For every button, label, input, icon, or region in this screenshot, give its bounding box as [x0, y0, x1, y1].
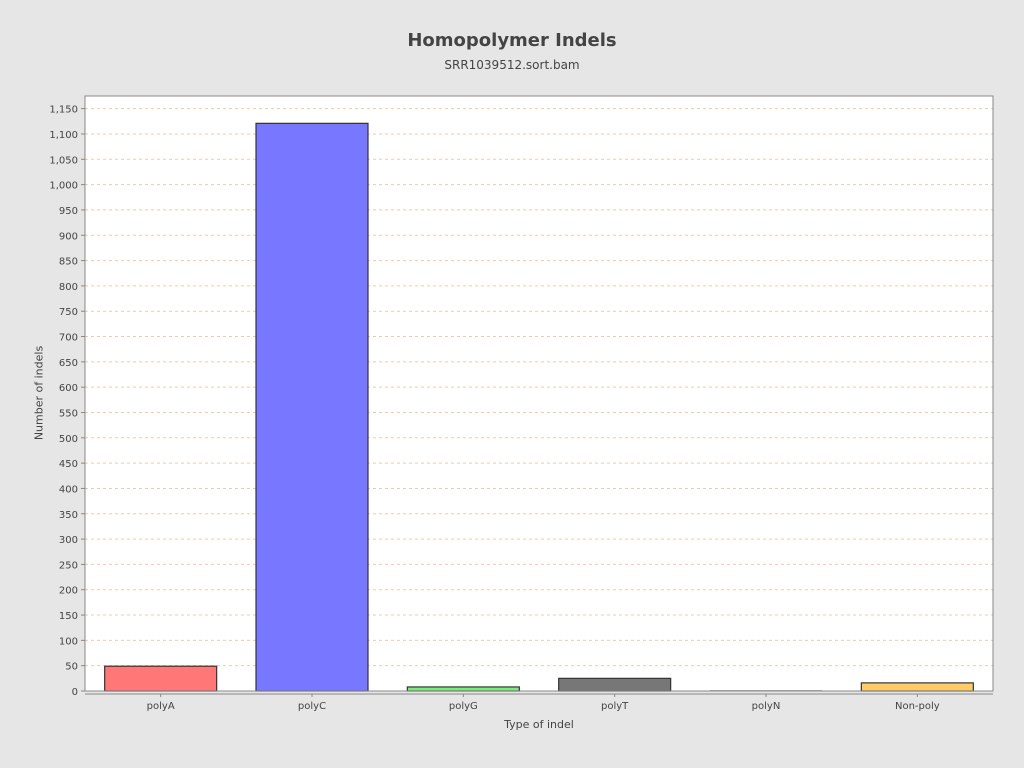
y-tick-label: 1,100	[49, 130, 78, 141]
y-tick-label: 800	[59, 282, 78, 293]
bar-non-poly	[860, 682, 974, 692]
y-tick-label: 500	[59, 434, 78, 445]
y-tick-label: 1,000	[49, 181, 78, 192]
y-tick-label: 950	[59, 206, 78, 217]
y-tick-label: 350	[59, 510, 78, 521]
y-tick-label: 550	[59, 408, 78, 419]
bar-polya	[104, 665, 218, 692]
x-tick-label: polyG	[449, 701, 478, 712]
y-tick-label: 600	[59, 383, 78, 394]
bar-polyt	[558, 677, 672, 692]
y-tick-label: 850	[59, 257, 78, 268]
x-tick-label: polyN	[752, 701, 781, 712]
y-tick-label: 0	[72, 687, 78, 698]
x-axis-label: Type of indel	[504, 718, 574, 731]
plot-border	[84, 95, 994, 692]
x-tick-label: Non-poly	[895, 701, 940, 712]
y-tick-label: 900	[59, 231, 78, 242]
bar-polyg	[406, 686, 520, 692]
x-tick-label: polyA	[147, 701, 175, 712]
y-tick-label: 700	[59, 333, 78, 344]
y-tick-label: 1,050	[49, 155, 78, 166]
y-tick-label: 150	[59, 611, 78, 622]
chart-title: Homopolymer Indels	[407, 30, 617, 51]
y-tick-label: 200	[59, 586, 78, 597]
y-tick-label: 250	[59, 560, 78, 571]
y-tick-label: 750	[59, 307, 78, 318]
y-tick-label: 1,150	[49, 105, 78, 116]
y-tick-label: 450	[59, 459, 78, 470]
y-tick-label: 100	[59, 636, 78, 647]
y-tick-label: 300	[59, 535, 78, 546]
bar-polyc	[255, 122, 369, 692]
x-tick-label: polyT	[601, 701, 629, 712]
y-tick-label: 650	[59, 358, 78, 369]
x-tick-label: polyC	[298, 701, 326, 712]
plot-area	[85, 96, 993, 691]
chart-subtitle: SRR1039512.sort.bam	[444, 58, 580, 72]
y-tick-label: 50	[65, 662, 78, 673]
y-tick-label: 400	[59, 484, 78, 495]
